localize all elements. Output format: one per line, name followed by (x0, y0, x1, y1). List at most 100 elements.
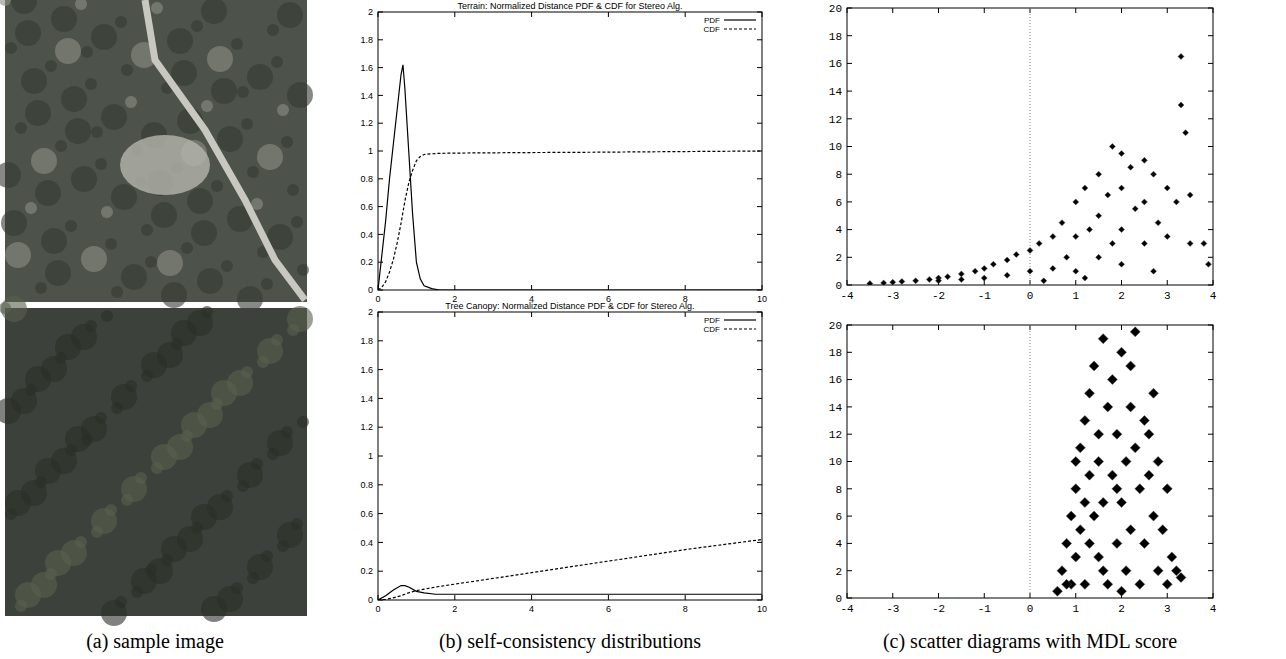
photo-texture (81, 246, 107, 272)
scatter-point (1013, 252, 1019, 258)
photo-texture (237, 86, 249, 98)
reference-line (1030, 8, 1031, 285)
photo-texture (35, 282, 47, 294)
y-tick (1208, 229, 1213, 230)
photo-texture (201, 100, 213, 112)
y-tick (757, 12, 762, 13)
photo-texture (51, 6, 77, 32)
y-tick (757, 427, 762, 428)
x-tick (454, 12, 455, 17)
x-tick (892, 593, 893, 598)
x-tick (608, 595, 609, 600)
photo-texture (35, 180, 61, 206)
photo-texture (71, 324, 97, 350)
data-group (378, 540, 762, 600)
x-tick-label: 10 (757, 294, 767, 304)
scatter-point (1073, 234, 1079, 240)
scatter-point (1121, 457, 1131, 467)
y-tick (378, 513, 383, 514)
photo-texture (95, 158, 107, 170)
y-tick-label: 20 (829, 3, 842, 15)
x-tick (531, 595, 532, 600)
x-tick (762, 285, 763, 290)
photo-texture (21, 68, 47, 94)
scatter-point (1178, 102, 1184, 108)
legend-label: CDF (704, 25, 721, 34)
x-tick (454, 312, 455, 317)
y-tick (1208, 146, 1213, 147)
photo-texture (197, 268, 223, 294)
scatter-point (1089, 361, 1099, 371)
photo-texture (191, 20, 203, 32)
photo-texture (125, 96, 137, 108)
reference-line (1030, 325, 1031, 598)
x-tick (1167, 280, 1168, 285)
photo-texture (111, 286, 123, 298)
legend-label: PDF (704, 16, 720, 25)
y-tick-label: 10 (829, 141, 842, 153)
photo-texture (5, 508, 17, 520)
y-tick (1208, 352, 1213, 353)
y-tick (757, 369, 762, 370)
x-tick (1167, 325, 1168, 330)
x-tick (762, 595, 763, 600)
scatter-point (1141, 157, 1147, 163)
scatter-point (1098, 497, 1108, 507)
y-tick-label: 16 (829, 374, 842, 386)
photo-texture (101, 600, 127, 626)
x-tick-label: 2 (452, 604, 457, 614)
plot-frame (378, 12, 762, 290)
scatter-point (1141, 240, 1147, 246)
y-tick-label: 14 (829, 402, 843, 414)
y-tick-label: 0.6 (360, 202, 373, 212)
x-tick-label: -1 (978, 603, 992, 615)
x-tick-label: -4 (840, 290, 854, 302)
y-tick (378, 571, 383, 572)
caption: (c) scatter diagrams with MDL score (883, 630, 1177, 653)
y-tick (757, 571, 762, 572)
x-tick-label: 0 (1027, 603, 1034, 615)
x-tick (847, 325, 848, 330)
scatter-point (1141, 199, 1147, 205)
y-tick (378, 484, 383, 485)
photo-texture (11, 388, 37, 414)
photo-texture (1, 296, 27, 322)
scatter-point (913, 278, 919, 284)
photo-texture (157, 342, 183, 368)
photo-texture (91, 126, 103, 138)
photo-texture (277, 2, 303, 28)
scatter-point (1139, 416, 1149, 426)
scatter-point (1144, 429, 1154, 439)
y-tick (757, 206, 762, 207)
y-tick (1208, 35, 1213, 36)
photo-texture (11, 0, 37, 14)
y-tick-label: 16 (829, 58, 842, 70)
scatter-point (1126, 525, 1136, 535)
scatter-point (1094, 552, 1104, 562)
y-tick-label: 1 (368, 451, 373, 461)
scatter-point (1050, 265, 1056, 271)
scatter-point (1117, 347, 1127, 357)
y-tick (378, 67, 383, 68)
scatter-point (1062, 538, 1072, 548)
x-tick-label: 2 (1118, 603, 1125, 615)
y-tick (378, 12, 383, 13)
photo-texture (55, 140, 67, 152)
photo-texture (45, 60, 57, 72)
photo-texture (151, 462, 163, 474)
scatter-point (1158, 525, 1168, 535)
photo-texture (277, 104, 289, 116)
scatter-point (981, 275, 987, 281)
photo-texture (5, 42, 17, 54)
y-tick-label: 2 (368, 7, 373, 17)
y-tick (847, 461, 852, 462)
x-tick (1213, 325, 1214, 330)
y-tick-label: 20 (829, 320, 842, 332)
x-tick-label: -4 (840, 603, 854, 615)
photo-texture (277, 540, 289, 552)
scatter-point (1071, 552, 1081, 562)
scatter-point (1139, 538, 1149, 548)
y-tick-label: 2 (835, 252, 842, 264)
photo-texture (297, 264, 309, 276)
y-tick-label: 0.8 (360, 480, 373, 490)
